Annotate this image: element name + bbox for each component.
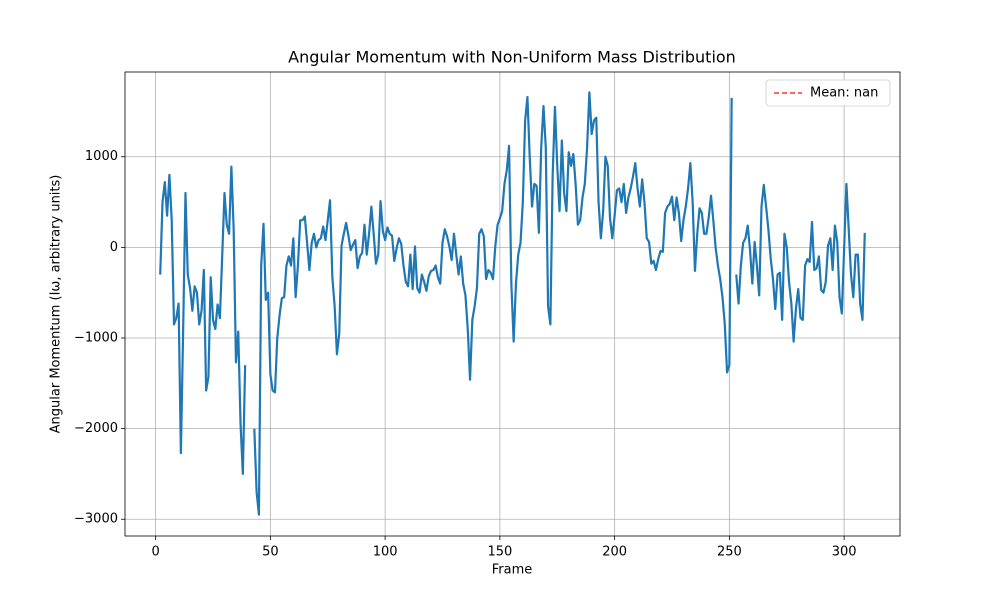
x-tick-label: 250: [717, 545, 742, 560]
y-tick-label: −3000: [74, 512, 118, 527]
legend-label: Mean: nan: [810, 86, 878, 101]
x-tick-label: 50: [262, 545, 279, 560]
plot-frame: [124, 71, 901, 537]
x-tick-label: 200: [602, 545, 627, 560]
x-tick-label: 150: [487, 545, 512, 560]
data-line: [159, 91, 866, 516]
y-tick-label: −1000: [74, 330, 118, 345]
x-tick-label: 100: [373, 545, 398, 560]
y-axis-label: Angular Momentum (Iω, arbitrary units): [49, 175, 64, 434]
chart-title: Angular Momentum with Non-Uniform Mass D…: [288, 48, 736, 67]
y-tick-label: 1000: [85, 149, 118, 164]
x-axis-label: Frame: [492, 563, 533, 578]
x-tick-label: 300: [832, 545, 857, 560]
y-tick-label: 0: [110, 240, 118, 255]
x-tick-label: 0: [151, 545, 159, 560]
legend-box: [765, 79, 891, 107]
y-tick-label: −2000: [74, 421, 118, 436]
